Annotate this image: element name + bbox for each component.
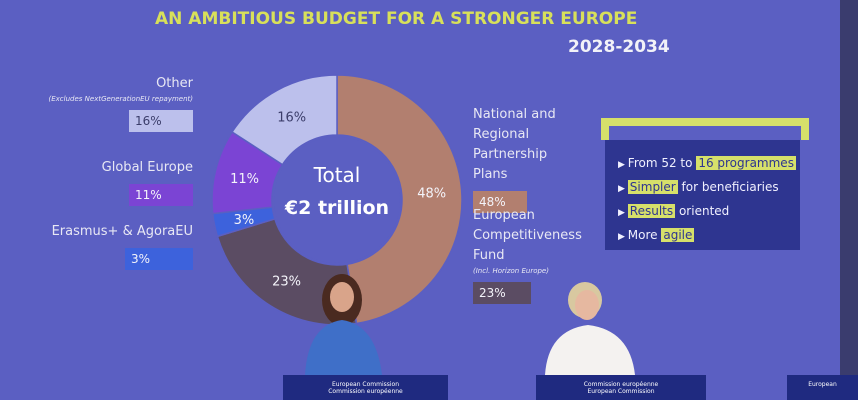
legend-label: Other: [156, 76, 193, 91]
slice-label: 16%: [277, 111, 306, 126]
highlight-text: Simpler: [627, 180, 678, 194]
bullet-icon: ▶: [618, 232, 628, 242]
bullet-icon: ▶: [618, 184, 628, 194]
center-label: Total: [313, 163, 361, 187]
legend-note: (Incl. Horizon Europe): [473, 267, 549, 275]
bullet-text: for beneficiaries: [681, 180, 779, 194]
legend-item: Other (Excludes NextGenerationEU repaymen…: [30, 74, 193, 132]
podium: [787, 375, 858, 400]
screen-edge: [840, 0, 858, 400]
highlight-text: agile: [661, 228, 695, 242]
slice-label: 23%: [272, 274, 301, 289]
podium-text: Commission européenne: [328, 388, 403, 395]
center-value: €2 trillion: [284, 197, 389, 219]
bullet-icon: ▶: [618, 208, 628, 218]
podium-text: European Commission: [331, 381, 400, 388]
legend-label: Global Europe: [101, 160, 193, 175]
podium: [536, 375, 706, 400]
bullet-text: More: [627, 228, 658, 242]
legend-item: Erasmus+ & AgoraEU 3%: [30, 222, 193, 270]
bullet-text: oriented: [678, 204, 730, 218]
legend-label: National and Regional Partnership Plans: [473, 107, 556, 182]
podium-label: European Commission Commission européenne: [283, 381, 448, 395]
subtitle: 2028-2034: [568, 37, 670, 57]
podium-label: Commission européenne European Commission: [536, 381, 706, 395]
podium-text: European: [808, 381, 837, 388]
legend-item: Global Europe 11%: [30, 158, 193, 206]
slice-label: 11%: [230, 172, 259, 187]
legend-note: (Excludes NextGenerationEU repayment): [48, 95, 194, 103]
bullet: ▶ More agile: [618, 228, 695, 242]
legend-value: 11%: [129, 184, 193, 206]
legend-label: Erasmus+ & AgoraEU: [51, 224, 193, 239]
title: AN AMBITIOUS BUDGET FOR A STRONGER EUROP…: [155, 9, 637, 29]
podium: [283, 375, 448, 400]
panel-frame: [601, 118, 809, 140]
podium-label: European: [787, 381, 858, 388]
podium-text: Commission européenne: [583, 381, 659, 388]
legend-label: European Competitiveness Fund: [473, 208, 582, 263]
bullet: ▶ Results oriented: [618, 204, 729, 218]
podium-text: European Commission: [587, 388, 655, 395]
legend-value: 3%: [125, 248, 193, 270]
slice-label: 48%: [417, 187, 446, 202]
legend-value: 48%: [473, 191, 527, 213]
legend-value: 16%: [129, 110, 193, 132]
legend-item: National and Regional Partnership Plans 4…: [473, 105, 583, 213]
donut-hole: [272, 135, 402, 265]
bullet: ▶ From 52 to 16 programmes: [618, 156, 796, 170]
highlight-text: 16 programmes: [696, 156, 796, 170]
slice-label: 3%: [234, 213, 255, 228]
bullet-icon: ▶: [618, 160, 628, 170]
legend-value: 23%: [473, 282, 531, 304]
speaker-right: [545, 282, 635, 375]
bullet-text: From 52 to: [627, 156, 693, 170]
legend-item: European Competitiveness Fund (Incl. Hori…: [473, 206, 588, 304]
highlight-text: Results: [627, 204, 676, 218]
speaker-left: [305, 274, 382, 375]
bullet: ▶ Simpler for beneficiaries: [618, 180, 779, 194]
